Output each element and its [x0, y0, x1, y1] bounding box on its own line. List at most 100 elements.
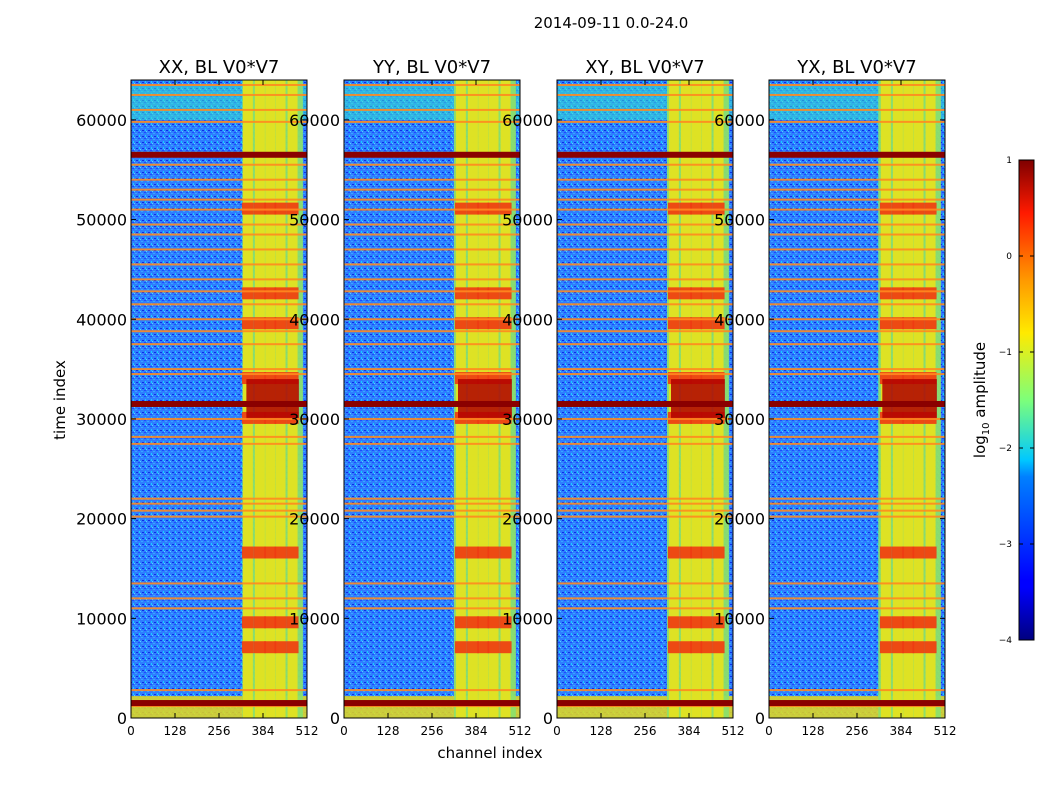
- rfi-row: [131, 597, 307, 600]
- hot-cell: [879, 287, 892, 300]
- hot-cell: [477, 641, 490, 654]
- rfi-row: [131, 435, 307, 438]
- rfi-row: [557, 303, 733, 306]
- hot-cell: [891, 546, 904, 559]
- rfi-row: [131, 108, 307, 111]
- rfi-row: [769, 208, 945, 211]
- rfi-row: [131, 278, 307, 281]
- rfi-row: [557, 223, 733, 226]
- rfi-row: [769, 248, 945, 251]
- rfi-row: [769, 93, 945, 96]
- rfi-row: [344, 607, 520, 610]
- hot-cell: [700, 317, 713, 330]
- hot-cell: [466, 287, 479, 300]
- hot-cell: [667, 372, 680, 385]
- hot-cell: [241, 372, 254, 385]
- hot-cell: [286, 287, 299, 300]
- hot-cell: [264, 616, 277, 629]
- panel-1: YY, BL V0*V7 0 128 256 384 512 0 10000 20000 3000…: [289, 57, 531, 738]
- x-tick-label: 128: [377, 724, 400, 738]
- hot-cell: [902, 616, 915, 629]
- hot-cell: [487, 372, 500, 385]
- colorbar-tick-label: 1: [1006, 156, 1012, 166]
- colorbar-tick-label: −2: [999, 444, 1012, 454]
- hot-cell: [712, 616, 725, 629]
- rfi-row: [557, 582, 733, 585]
- hot-cell: [253, 287, 266, 300]
- rfi-row: [769, 278, 945, 281]
- y-tick-label: 20000: [714, 510, 765, 529]
- rfi-row: [769, 188, 945, 191]
- rfi-row: [557, 263, 733, 266]
- hot-cell: [712, 641, 725, 654]
- rfi-row: [769, 597, 945, 600]
- y-tick-label: 40000: [714, 310, 765, 329]
- rfi-row: [344, 263, 520, 266]
- x-tick-label: 256: [208, 724, 231, 738]
- rfi-row: [344, 417, 520, 420]
- rfi-row: [344, 163, 520, 166]
- hot-cell: [264, 546, 277, 559]
- rfi-row: [769, 120, 945, 123]
- rfi-row: [131, 582, 307, 585]
- hot-cell: [477, 616, 490, 629]
- rfi-row: [131, 93, 307, 96]
- hot-region: [882, 379, 937, 419]
- hot-cell: [712, 372, 725, 385]
- y-tick-label: 50000: [502, 211, 553, 230]
- suptitle: 2014-09-11 0.0-24.0: [534, 14, 689, 32]
- hot-cell: [241, 287, 254, 300]
- rfi-row: [344, 303, 520, 306]
- rfi-row: [557, 435, 733, 438]
- rfi-row: [769, 417, 945, 420]
- hot-cell: [924, 546, 937, 559]
- hot-cell: [286, 546, 299, 559]
- rfi-row: [769, 178, 945, 181]
- y-tick-label: 20000: [289, 510, 340, 529]
- hot-cell: [274, 317, 287, 330]
- hot-cell: [879, 372, 892, 385]
- hot-cell: [679, 317, 692, 330]
- rfi-row: [769, 318, 945, 321]
- rfi-row: [131, 343, 307, 346]
- y-tick-label: 0: [755, 709, 765, 728]
- hot-cell: [690, 641, 703, 654]
- hot-region: [671, 379, 725, 419]
- rfi-row: [131, 233, 307, 236]
- hot-cell: [924, 616, 937, 629]
- hot-cell: [891, 372, 904, 385]
- hot-cell: [879, 317, 892, 330]
- y-tick-label: 10000: [76, 609, 127, 628]
- y-tick-label: 0: [330, 709, 340, 728]
- colorbar-tick-label: −4: [999, 636, 1013, 646]
- rfi-row: [131, 290, 307, 293]
- rfi-row: [557, 417, 733, 420]
- rfi-row: [557, 318, 733, 321]
- strong-rfi-row: [131, 700, 307, 707]
- hot-cell: [912, 641, 925, 654]
- colorbar-tick-label: −1: [999, 348, 1012, 358]
- panel-title: XY, BL V0*V7: [585, 57, 704, 78]
- hot-cell: [712, 317, 725, 330]
- rfi-row: [557, 163, 733, 166]
- hot-cell: [879, 641, 892, 654]
- rfi-row: [344, 502, 520, 505]
- hot-cell: [264, 287, 277, 300]
- hot-cell: [274, 641, 287, 654]
- hot-cell: [466, 372, 479, 385]
- rfi-row: [769, 435, 945, 438]
- rfi-row: [344, 597, 520, 600]
- hot-cell: [454, 546, 467, 559]
- hot-cell: [274, 546, 287, 559]
- hot-region: [246, 379, 299, 419]
- y-tick-label: 60000: [714, 111, 765, 130]
- rfi-row: [344, 93, 520, 96]
- strong-rfi-row: [557, 151, 733, 158]
- rfi-row: [344, 233, 520, 236]
- hot-cell: [466, 641, 479, 654]
- panel-title: YX, BL V0*V7: [796, 57, 916, 78]
- rfi-row: [131, 248, 307, 251]
- x-tick-label: 512: [722, 724, 745, 738]
- hot-cell: [679, 372, 692, 385]
